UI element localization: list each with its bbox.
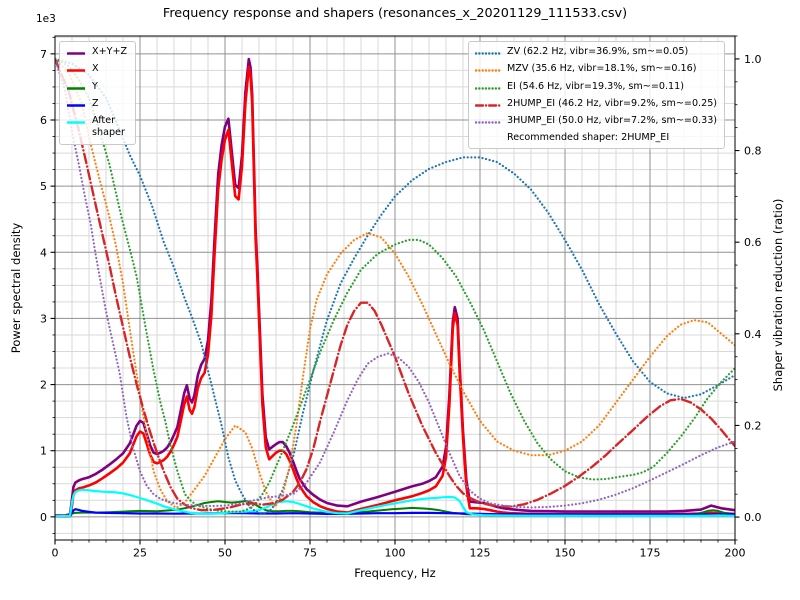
tick-label: 7	[40, 48, 47, 61]
legend-item-label: ZV (62.2 Hz, vibr=36.9%, sm~=0.05)	[507, 46, 689, 57]
tick-label: 0.2	[744, 420, 762, 433]
2hump-ei-line-icon	[474, 101, 502, 114]
tick-labels-y-right: 0.0 0.2 0.4 0.6 0.8 1.0	[744, 53, 762, 524]
curves-shapers	[55, 57, 735, 515]
tick-label: 0.6	[744, 236, 762, 249]
tick-label: 2	[40, 379, 47, 392]
y-line-icon	[66, 84, 86, 97]
curve-zv	[55, 57, 735, 515]
after-shaper-line-icon	[66, 118, 86, 131]
legend-item-x: X	[66, 63, 128, 79]
x-axis-label: Frequency, Hz	[354, 566, 436, 580]
curve-ei	[55, 57, 735, 513]
legend-item-label: After shaper	[92, 115, 125, 139]
mzv-line-icon	[474, 66, 502, 79]
legend-item-3hump-ei: 3HUMP_EI (50.0 Hz, vibr=7.2%, sm~=0.33)	[474, 115, 718, 131]
tick-label: 150	[555, 547, 576, 560]
curve-z	[55, 508, 735, 518]
legend-item-label: 3HUMP_EI (50.0 Hz, vibr=7.2%, sm~=0.33)	[507, 115, 718, 127]
axis-ticks	[50, 35, 740, 545]
tick-label: 0.8	[744, 145, 762, 158]
tick-label: 0.4	[744, 328, 762, 341]
tick-label: 0.0	[744, 511, 762, 524]
legend-swatch-line	[474, 69, 502, 72]
legend-swatch-line	[67, 69, 85, 72]
legend-item-label: X	[92, 63, 99, 75]
tick-label: 1	[40, 445, 47, 458]
legend-item-label: Z	[92, 97, 99, 109]
legend-item-label: EI (54.6 Hz, vibr=19.3%, sm~=0.11)	[507, 80, 684, 92]
legend-swatch-line	[474, 104, 502, 107]
3hump-ei-line-icon	[474, 118, 502, 131]
y-axis-offset-label: 1e3	[36, 13, 56, 25]
x-line-icon	[66, 66, 86, 79]
legend-item-y: Y	[66, 81, 128, 97]
tick-label: 175	[640, 547, 661, 560]
legend-item-label: MZV (35.6 Hz, vibr=18.1%, sm~=0.16)	[507, 63, 697, 75]
tick-label: 0	[40, 511, 47, 524]
x-y-z-line-icon	[66, 49, 86, 62]
tick-label: 125	[470, 547, 491, 560]
tick-label: 25	[133, 547, 147, 560]
tick-label: 6	[40, 114, 47, 127]
zv-line-icon	[474, 49, 502, 62]
legend-item-label: Y	[92, 80, 98, 92]
tick-label: 1.0	[744, 53, 762, 66]
legend-swatch-line	[67, 86, 85, 90]
legend-item-ei: EI (54.6 Hz, vibr=19.3%, sm~=0.11)	[474, 80, 717, 97]
legend-swatch-line	[474, 121, 502, 124]
legend-item-2hump-ei: 2HUMP_EI (46.2 Hz, vibr=9.2%, sm~=0.25)	[474, 97, 718, 114]
legend-swatch-line	[67, 121, 85, 124]
tick-label: 75	[303, 547, 317, 560]
tick-label: 100	[385, 547, 406, 560]
legend-item-label: 2HUMP_EI (46.2 Hz, vibr=9.2%, sm~=0.25)	[507, 97, 718, 109]
tick-label: 200	[725, 547, 746, 560]
tick-label: 4	[40, 246, 47, 259]
curve-2hump-ei	[55, 57, 735, 512]
legend-item-after-shaper: After shaper	[66, 115, 128, 140]
z-line-icon	[66, 101, 86, 114]
legend-item-zv: ZV (62.2 Hz, vibr=36.9%, sm~=0.05)	[474, 46, 717, 62]
curve-x	[55, 65, 735, 518]
legend-item-mzv: MZV (35.6 Hz, vibr=18.1%, sm~=0.16)	[474, 63, 717, 79]
legend-swatch-line	[67, 52, 85, 55]
tick-label: 5	[40, 180, 47, 193]
legend-shapers: ZV (62.2 Hz, vibr=36.9%, sm~=0.05) MZV (3…	[468, 41, 726, 149]
legend-swatch-line	[67, 104, 85, 107]
legend-item-x-y-z: X+Y+Z	[66, 46, 128, 62]
chart-title: Frequency response and shapers (resonanc…	[162, 6, 628, 21]
tick-label: 0	[52, 547, 59, 560]
legend-recommended-note: Recommended shaper: 2HUMP_EI	[507, 132, 670, 144]
curve-3hump-ei	[55, 57, 735, 509]
legend-item-label: X+Y+Z	[92, 46, 128, 57]
tick-label: 3	[40, 312, 47, 325]
legend-psd: X+Y+Z X Y Z After shaper	[59, 41, 136, 145]
tick-label: 50	[218, 547, 232, 560]
tick-labels-y-left: 0 1 2 3 4 5 6 7	[40, 48, 47, 524]
legend-item-z: Z	[66, 98, 128, 114]
legend-swatch-line	[474, 86, 502, 90]
legend-swatch-line	[474, 52, 502, 55]
tick-labels-x: 0 25 50 75 100 125 150 175 200	[52, 547, 746, 560]
ei-line-icon	[474, 84, 502, 97]
